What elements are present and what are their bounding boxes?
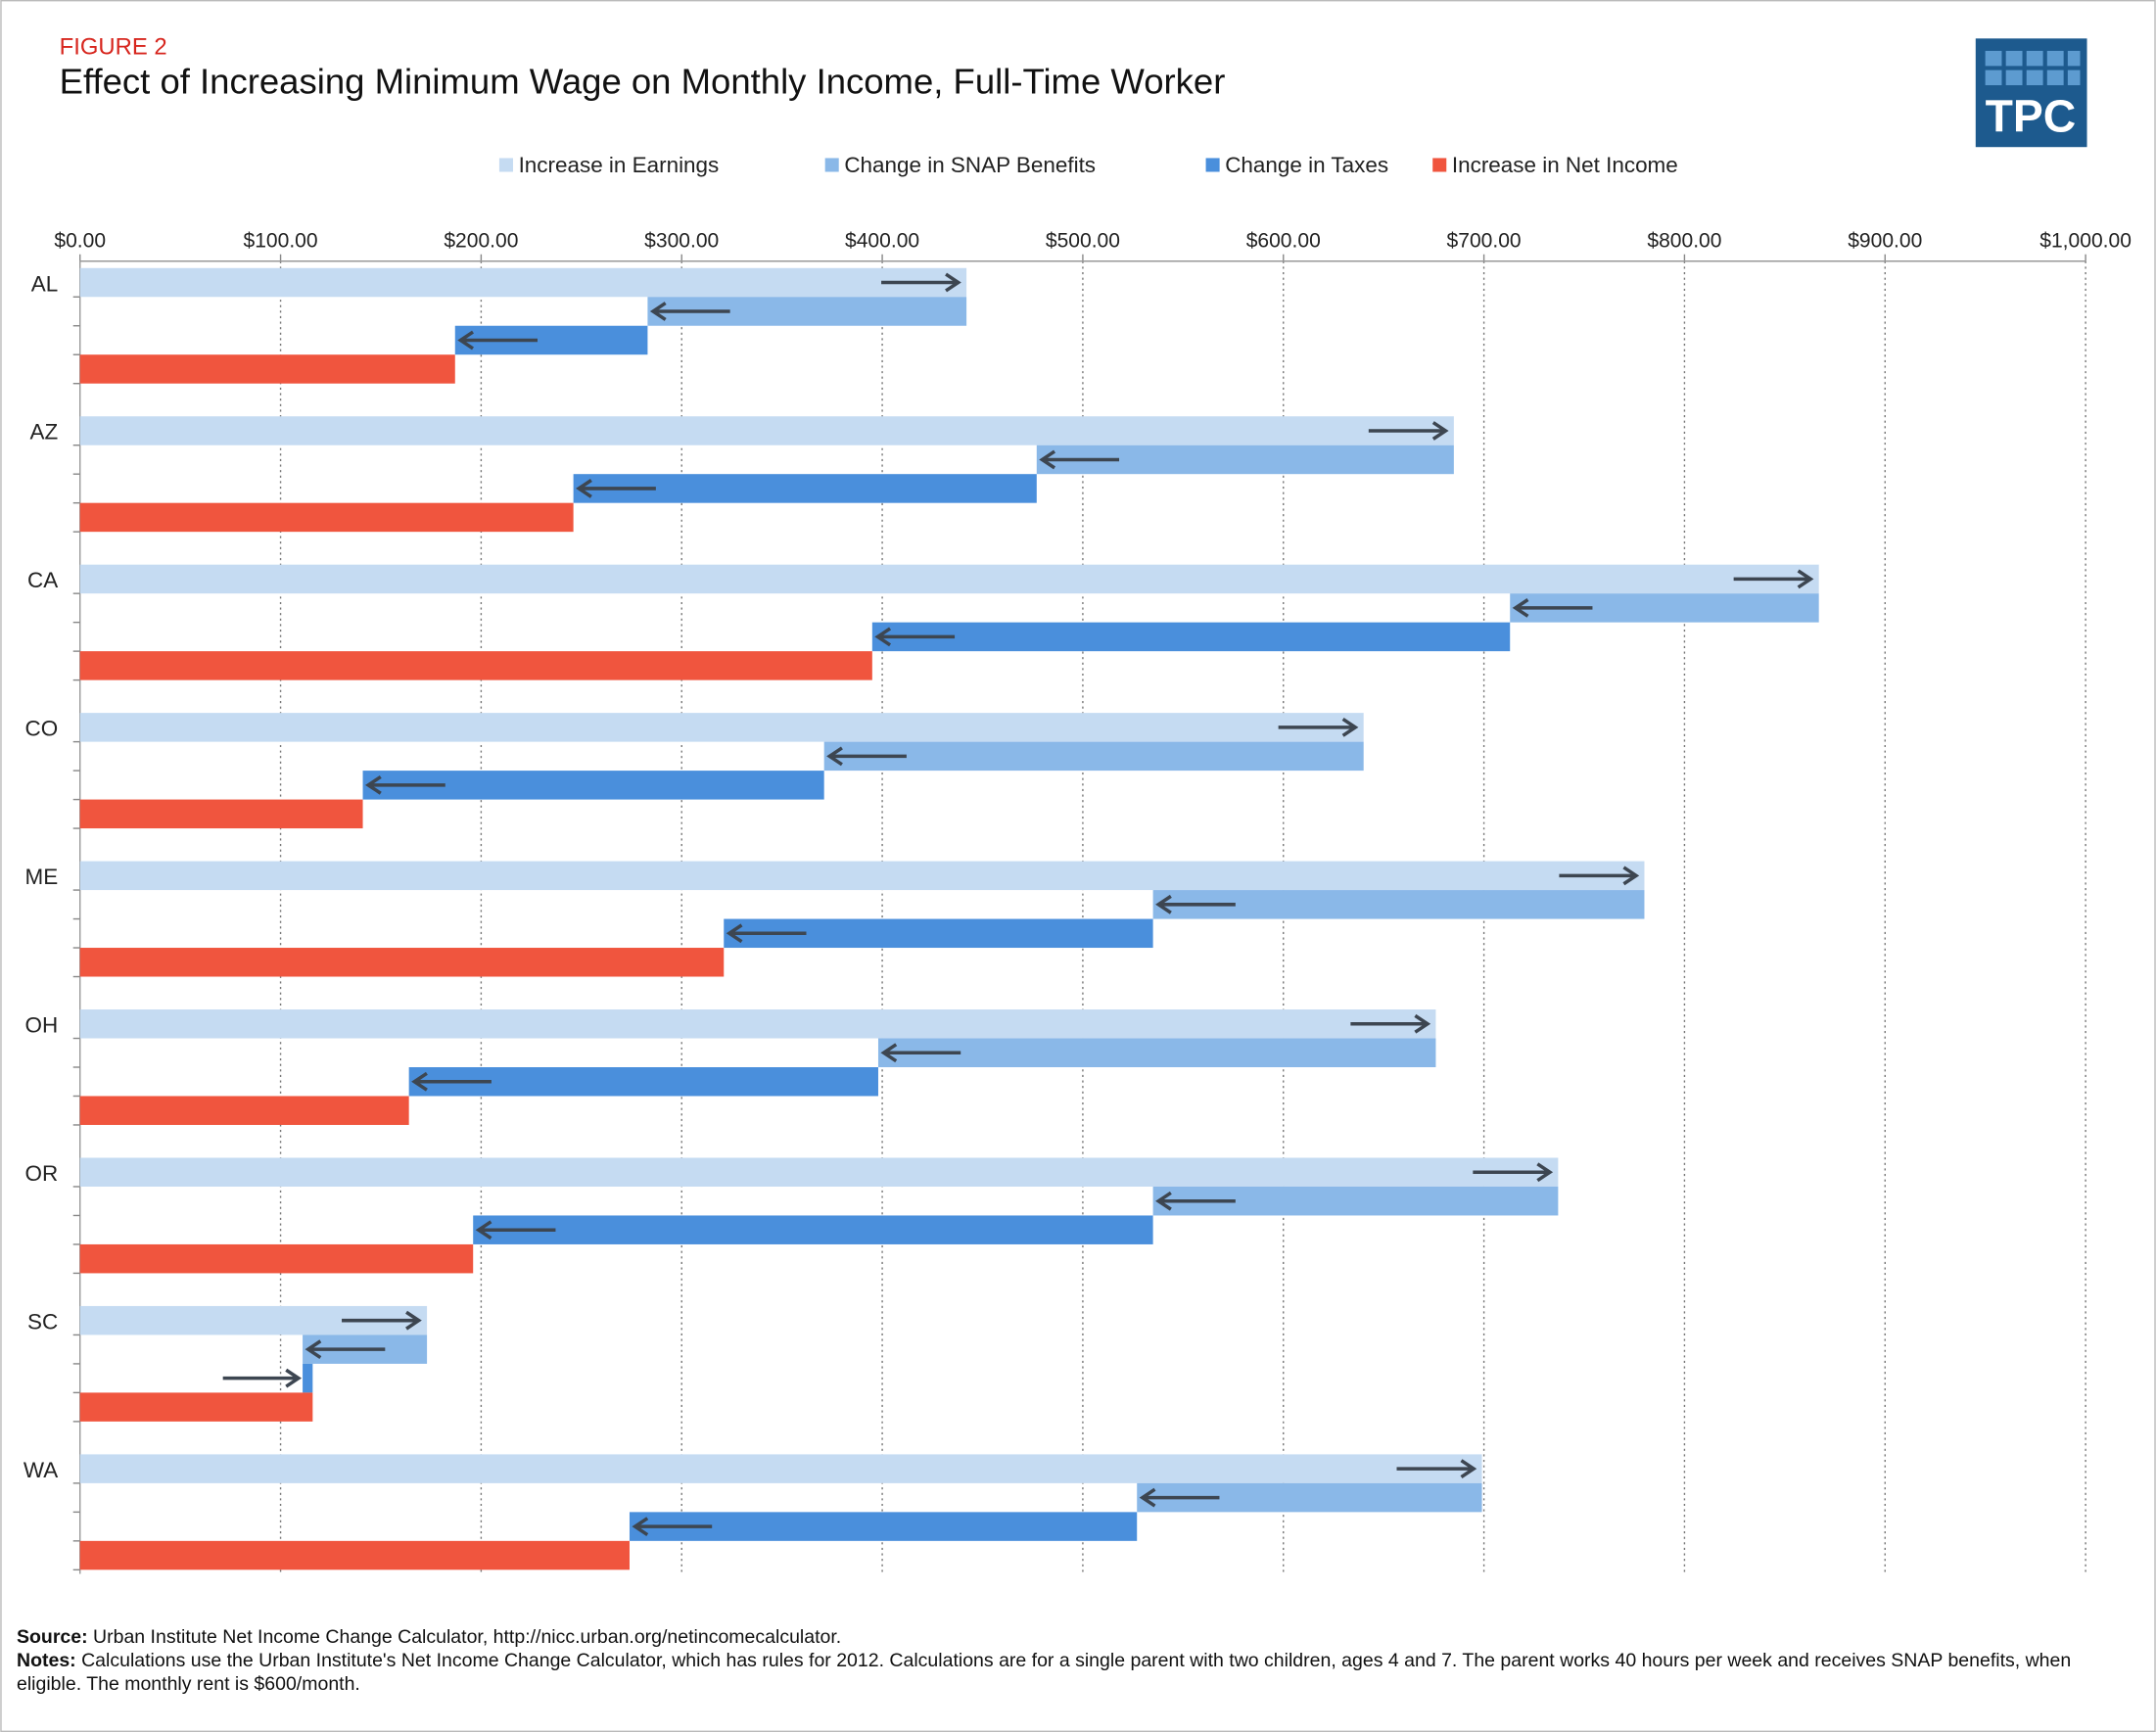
arrow-head xyxy=(305,1339,322,1360)
arrow-head xyxy=(632,1517,649,1536)
y-tick-label: AZ xyxy=(30,420,59,445)
legend-label: Increase in Earnings xyxy=(519,153,720,177)
legend-swatch xyxy=(824,158,839,172)
arrow-head xyxy=(1536,1162,1554,1183)
bar xyxy=(79,861,1645,891)
x-tick-label: $500.00 xyxy=(1046,230,1120,253)
y-tick-label: CA xyxy=(27,568,58,592)
bar xyxy=(629,1512,1138,1541)
y-tick-label: SC xyxy=(27,1309,58,1334)
bar xyxy=(79,1243,474,1274)
x-tick-label: $400.00 xyxy=(845,230,919,253)
bar xyxy=(823,741,1364,772)
y-tick-label: OR xyxy=(25,1161,59,1186)
arrow-head xyxy=(1797,569,1814,589)
arrow-head xyxy=(1155,1191,1172,1211)
x-tick-label: $700.00 xyxy=(1447,230,1522,253)
bar xyxy=(79,1009,1436,1039)
y-tick-label: WA xyxy=(23,1458,58,1482)
arrow-head xyxy=(1039,449,1056,470)
x-tick-label: $800.00 xyxy=(1647,230,1721,253)
bar xyxy=(303,1363,313,1393)
bar xyxy=(79,416,1454,445)
arrow-head xyxy=(411,1071,428,1092)
source: Source: Urban Institute Net Income Chang… xyxy=(17,1625,2122,1649)
footer: Source: Urban Institute Net Income Chang… xyxy=(17,1625,2122,1696)
bar xyxy=(473,1215,1153,1244)
bar xyxy=(79,1392,313,1422)
bar xyxy=(79,1454,1482,1483)
bar xyxy=(79,713,1364,742)
logo: TPC xyxy=(1975,38,2087,148)
arrow-head xyxy=(1460,1459,1477,1479)
bar xyxy=(79,502,574,533)
arrow-head xyxy=(726,923,743,944)
y-tick-label: ME xyxy=(25,865,59,889)
arrow-head xyxy=(880,1043,898,1063)
logo-squares xyxy=(1985,50,2081,86)
arrow-head xyxy=(1431,421,1449,441)
y-tick-label: AL xyxy=(31,271,58,296)
arrow-head xyxy=(364,774,382,795)
legend-label: Change in SNAP Benefits xyxy=(844,153,1096,177)
bar xyxy=(871,622,1511,652)
notes-label: Notes: xyxy=(17,1650,76,1671)
legend-swatch xyxy=(498,158,513,172)
bar xyxy=(79,1540,630,1570)
arrow-head xyxy=(405,1310,422,1331)
x-tick-label: $1,000.00 xyxy=(2039,230,2132,253)
arrow-head xyxy=(1341,717,1359,737)
bar xyxy=(79,651,872,680)
chart-title: Effect of Increasing Minimum Wage on Mon… xyxy=(60,61,1226,101)
bar xyxy=(79,354,455,384)
y-tick-label: CO xyxy=(25,717,59,741)
notes: Notes: Calculations use the Urban Instit… xyxy=(17,1649,2122,1696)
notes-text: Calculations use the Urban Institute's N… xyxy=(17,1650,2072,1695)
legend-swatch xyxy=(1432,158,1447,172)
arrow-head xyxy=(1414,1013,1431,1034)
x-tick-label: $300.00 xyxy=(644,230,719,253)
x-tick-label: $0.00 xyxy=(54,230,106,253)
arrow-head xyxy=(457,330,474,351)
x-tick-label: $200.00 xyxy=(444,230,518,253)
legend-label: Change in Taxes xyxy=(1225,153,1388,177)
source-text: Urban Institute Net Income Change Calcul… xyxy=(93,1626,842,1648)
bar xyxy=(877,1038,1436,1068)
bar xyxy=(79,267,967,298)
x-tick-label: $100.00 xyxy=(244,230,318,253)
bar xyxy=(79,948,725,977)
legend-label: Increase in Net Income xyxy=(1452,153,1678,177)
x-tick-label: $600.00 xyxy=(1246,230,1321,253)
legend-swatch xyxy=(1205,158,1220,172)
arrow-head xyxy=(945,272,961,293)
arrow-head xyxy=(874,627,892,647)
arrow-head xyxy=(1139,1487,1156,1508)
arrow-head xyxy=(826,746,843,767)
logo-text: TPC xyxy=(1986,90,2077,141)
arrow-head xyxy=(475,1220,492,1240)
arrow-head xyxy=(576,479,592,498)
figure-label: FIGURE 2 xyxy=(60,33,167,60)
bar xyxy=(79,1157,1559,1187)
arrow-head xyxy=(1155,894,1172,914)
bar xyxy=(79,564,1819,594)
arrow-head xyxy=(285,1368,303,1388)
arrow-head xyxy=(1512,598,1529,618)
y-tick-label: OH xyxy=(25,1013,59,1038)
source-label: Source: xyxy=(17,1626,88,1648)
x-tick-label: $900.00 xyxy=(1848,230,1922,253)
arrow-head xyxy=(649,302,667,321)
bar xyxy=(79,1096,409,1125)
arrow-head xyxy=(1622,866,1640,886)
bar xyxy=(79,799,363,829)
